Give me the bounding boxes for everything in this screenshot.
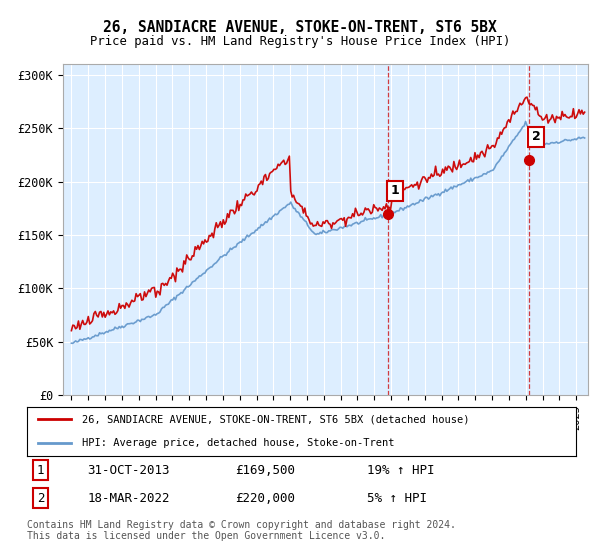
Text: HPI: Average price, detached house, Stoke-on-Trent: HPI: Average price, detached house, Stok… [82, 437, 394, 447]
Text: 26, SANDIACRE AVENUE, STOKE-ON-TRENT, ST6 5BX (detached house): 26, SANDIACRE AVENUE, STOKE-ON-TRENT, ST… [82, 414, 469, 424]
Text: Price paid vs. HM Land Registry's House Price Index (HPI): Price paid vs. HM Land Registry's House … [90, 35, 510, 48]
Text: 1: 1 [37, 464, 44, 477]
Text: 2: 2 [37, 492, 44, 505]
Text: 31-OCT-2013: 31-OCT-2013 [88, 464, 170, 477]
Text: £169,500: £169,500 [236, 464, 296, 477]
Text: £220,000: £220,000 [236, 492, 296, 505]
Text: 26, SANDIACRE AVENUE, STOKE-ON-TRENT, ST6 5BX: 26, SANDIACRE AVENUE, STOKE-ON-TRENT, ST… [103, 20, 497, 35]
Text: Contains HM Land Registry data © Crown copyright and database right 2024.
This d: Contains HM Land Registry data © Crown c… [27, 520, 456, 542]
Text: 2: 2 [532, 130, 541, 143]
Text: 18-MAR-2022: 18-MAR-2022 [88, 492, 170, 505]
Text: 19% ↑ HPI: 19% ↑ HPI [367, 464, 435, 477]
Text: 1: 1 [391, 184, 400, 197]
Text: 5% ↑ HPI: 5% ↑ HPI [367, 492, 427, 505]
